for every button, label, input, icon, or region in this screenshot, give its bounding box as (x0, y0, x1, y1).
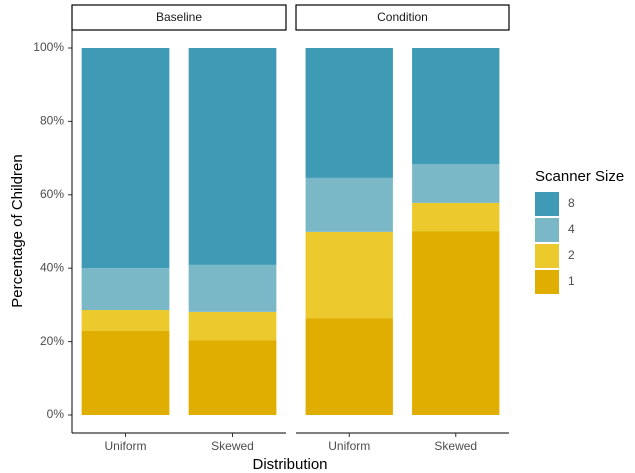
bar-segment (81, 48, 170, 269)
y-axis-title: Percentage of Children (9, 154, 26, 307)
y-tick-label: 100% (33, 40, 64, 54)
bar-segment (81, 330, 170, 415)
bar-segment (81, 268, 170, 311)
bar-segment (188, 340, 277, 415)
x-axis-title: Distribution (252, 456, 327, 473)
facet-title: Condition (377, 10, 428, 24)
x-tick-label: Skewed (211, 439, 254, 453)
legend-title: Scanner Size (535, 168, 624, 185)
x-tick-label: Uniform (104, 439, 146, 453)
legend-key (535, 244, 559, 268)
facet-strip (71, 4, 287, 31)
legend-key (535, 270, 559, 294)
bar-segment (412, 163, 500, 203)
legend-label: 2 (568, 248, 575, 262)
y-tick-label: 40% (40, 260, 64, 274)
bar-segment (412, 48, 500, 164)
bar-segment (188, 311, 277, 341)
bar-segment (305, 177, 393, 232)
facet-title: Baseline (156, 10, 202, 24)
bar-segment (305, 48, 393, 178)
legend-key (535, 192, 559, 216)
bar-segment (305, 318, 393, 415)
legend-label: 1 (568, 274, 575, 288)
bar-segment (188, 264, 277, 312)
legend-label: 4 (568, 222, 575, 236)
bar-segment (81, 310, 170, 331)
x-tick-label: Uniform (328, 439, 370, 453)
y-tick-label: 80% (40, 114, 64, 128)
y-tick-label: 0% (47, 407, 65, 421)
bar-segment (412, 231, 500, 415)
legend-key (535, 218, 559, 242)
bar-segment (305, 231, 393, 319)
y-tick-label: 20% (40, 334, 64, 348)
bar-segment (412, 202, 500, 232)
facet-strip (295, 4, 510, 31)
bar-segment (188, 48, 277, 265)
legend-label: 8 (568, 196, 575, 210)
x-tick-label: Skewed (434, 439, 477, 453)
y-tick-label: 60% (40, 187, 64, 201)
